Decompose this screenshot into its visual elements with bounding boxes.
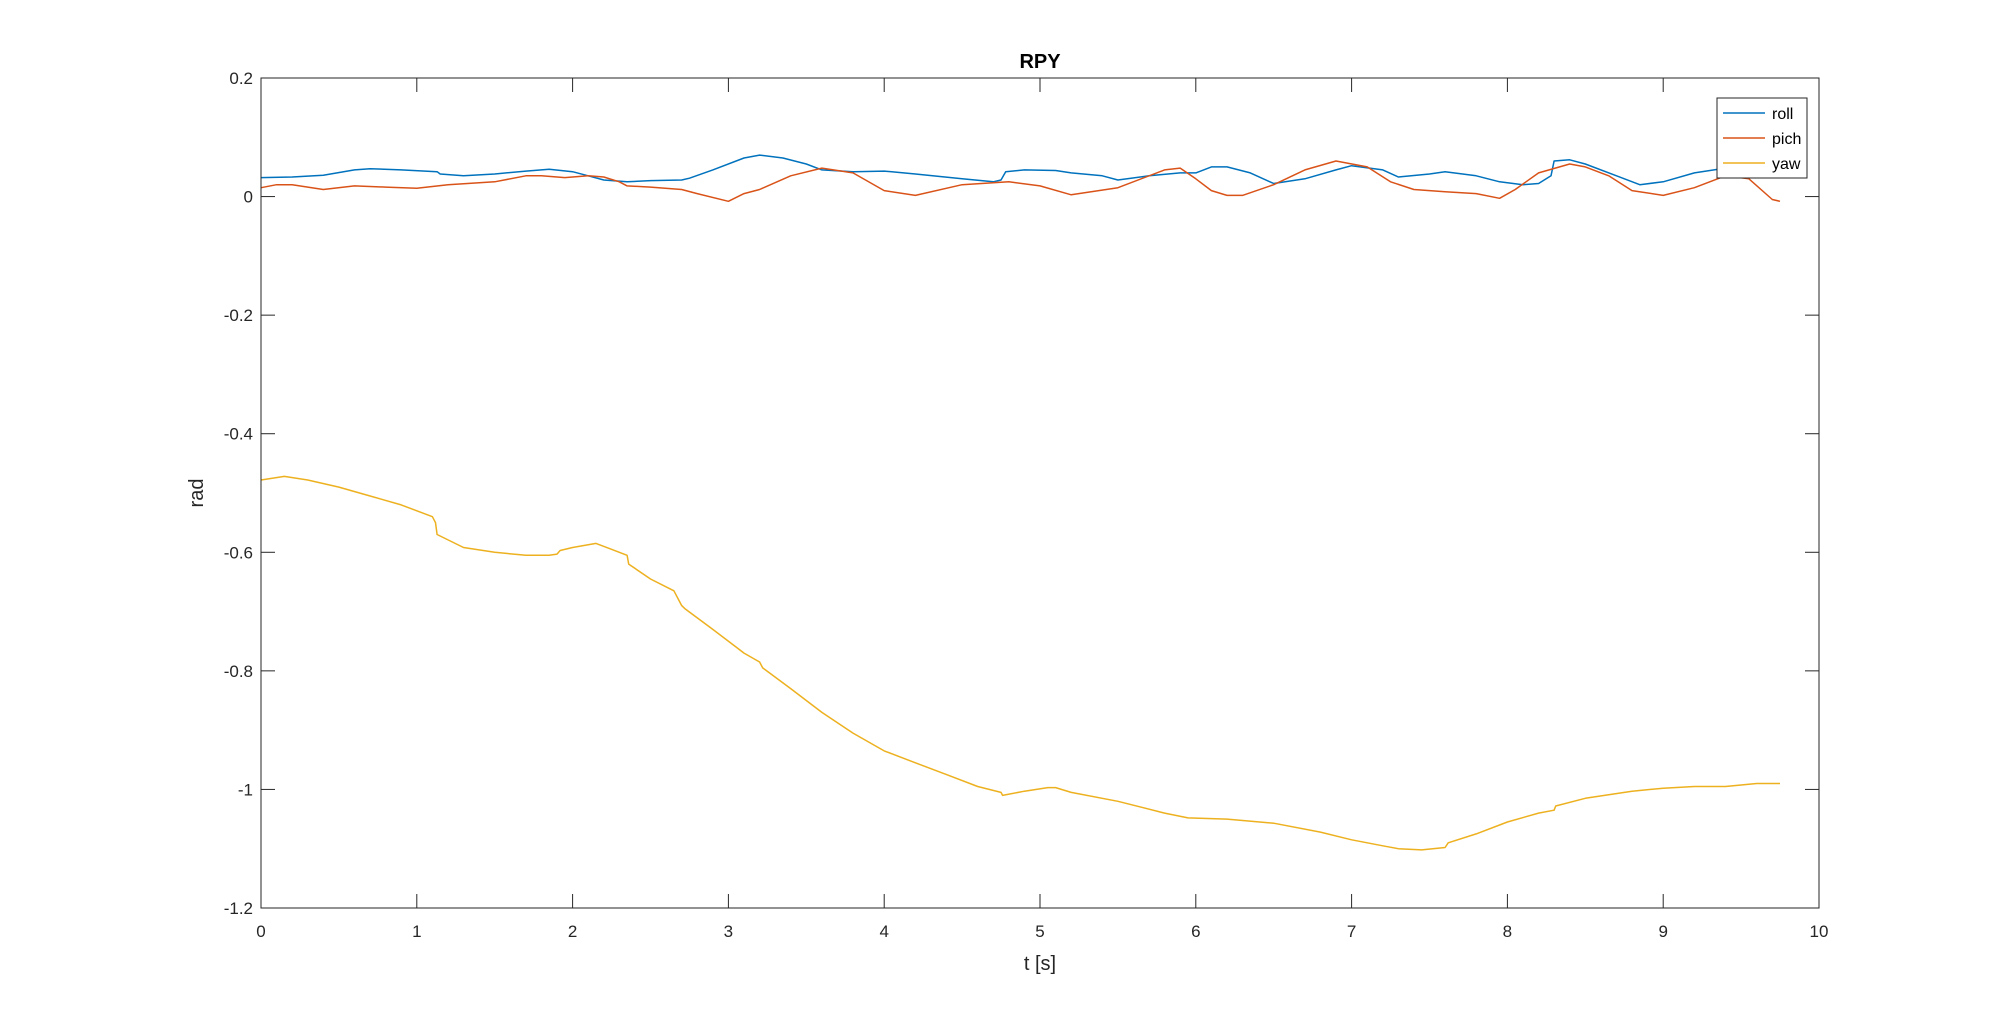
y-tick-label: -1.2 bbox=[224, 899, 253, 918]
series-line-pich bbox=[260, 160, 1781, 203]
legend: roll pich yaw bbox=[1716, 97, 1808, 179]
x-axis-ticks: 0 1 2 3 4 5 6 7 8 9 10 bbox=[256, 78, 1828, 941]
y-tick-label: -0.8 bbox=[224, 662, 253, 681]
x-tick-label: 5 bbox=[1035, 922, 1044, 941]
y-tick-label: 0.2 bbox=[229, 69, 253, 88]
legend-label-yaw: yaw bbox=[1772, 156, 1801, 173]
x-tick-label: 1 bbox=[412, 922, 421, 941]
x-tick-label: 9 bbox=[1658, 922, 1667, 941]
x-tick-label: 4 bbox=[879, 922, 888, 941]
legend-label-pich: pich bbox=[1772, 131, 1801, 148]
y-axis-ticks: -1.2 -1 -0.8 -0.6 -0.4 -0.2 0 0.2 bbox=[224, 69, 1819, 918]
y-tick-label: -0.4 bbox=[224, 425, 253, 444]
plot-area bbox=[261, 78, 1819, 908]
y-tick-label: -1 bbox=[238, 780, 253, 799]
series-line-yaw bbox=[260, 475, 1780, 851]
series-layer bbox=[260, 154, 1781, 851]
x-tick-label: 0 bbox=[256, 922, 265, 941]
x-tick-label: 8 bbox=[1503, 922, 1512, 941]
y-tick-label: -0.6 bbox=[224, 543, 253, 562]
legend-label-roll: roll bbox=[1772, 106, 1793, 123]
x-tick-label: 6 bbox=[1191, 922, 1200, 941]
y-tick-label: 0 bbox=[244, 188, 253, 207]
x-tick-label: 3 bbox=[724, 922, 733, 941]
x-tick-label: 2 bbox=[568, 922, 577, 941]
series-line-roll bbox=[260, 154, 1781, 186]
x-tick-label: 10 bbox=[1810, 922, 1829, 941]
y-tick-label: -0.2 bbox=[224, 306, 253, 325]
x-axis-label: t [s] bbox=[1024, 953, 1056, 975]
chart-title: RPY bbox=[1019, 51, 1061, 73]
x-tick-label: 7 bbox=[1347, 922, 1356, 941]
y-axis-label: rad bbox=[186, 479, 208, 508]
